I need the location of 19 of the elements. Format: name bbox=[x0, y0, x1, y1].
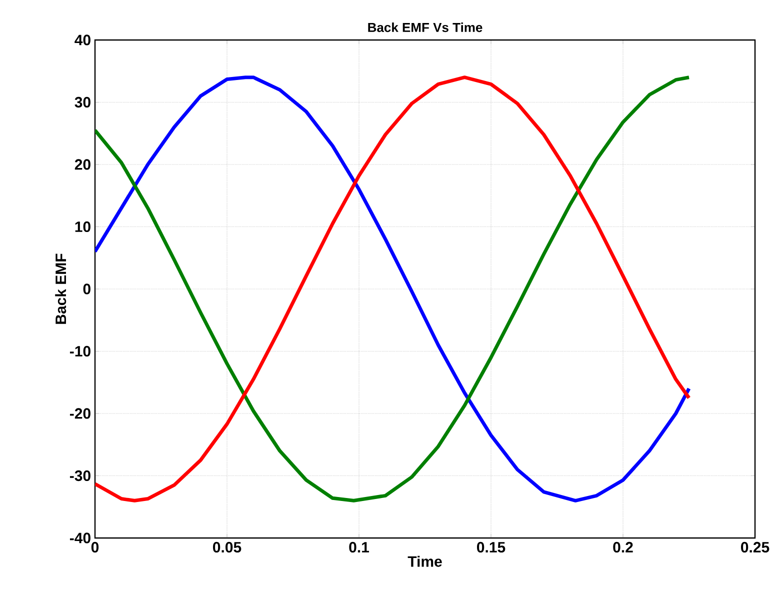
y-tick-label: -30 bbox=[70, 470, 90, 482]
y-axis-title: Back EMF bbox=[55, 254, 66, 324]
line-series bbox=[95, 76, 691, 502]
y-tick-label: 40 bbox=[74, 34, 90, 46]
y-tick-label: -40 bbox=[70, 532, 90, 544]
y-tick-label: -20 bbox=[70, 408, 90, 419]
x-tick-label: 0.05 bbox=[213, 542, 242, 553]
y-tick-label: -10 bbox=[70, 346, 90, 357]
y-tick-label: 10 bbox=[75, 221, 90, 232]
y-tick-label: 30 bbox=[74, 96, 90, 108]
y-tick-label: 0 bbox=[83, 284, 90, 294]
x-tick-label: 0.15 bbox=[477, 542, 506, 553]
x-tick-label: 0 bbox=[91, 542, 99, 553]
x-tick-label: 0.1 bbox=[349, 542, 370, 553]
chart-title: Back EMF Vs Time bbox=[368, 22, 482, 32]
x-axis-title: Time bbox=[408, 556, 442, 567]
y-tick-label: 20 bbox=[74, 159, 90, 170]
x-tick-label: 0.2 bbox=[613, 542, 633, 553]
x-tick-label: 0.25 bbox=[741, 542, 770, 553]
